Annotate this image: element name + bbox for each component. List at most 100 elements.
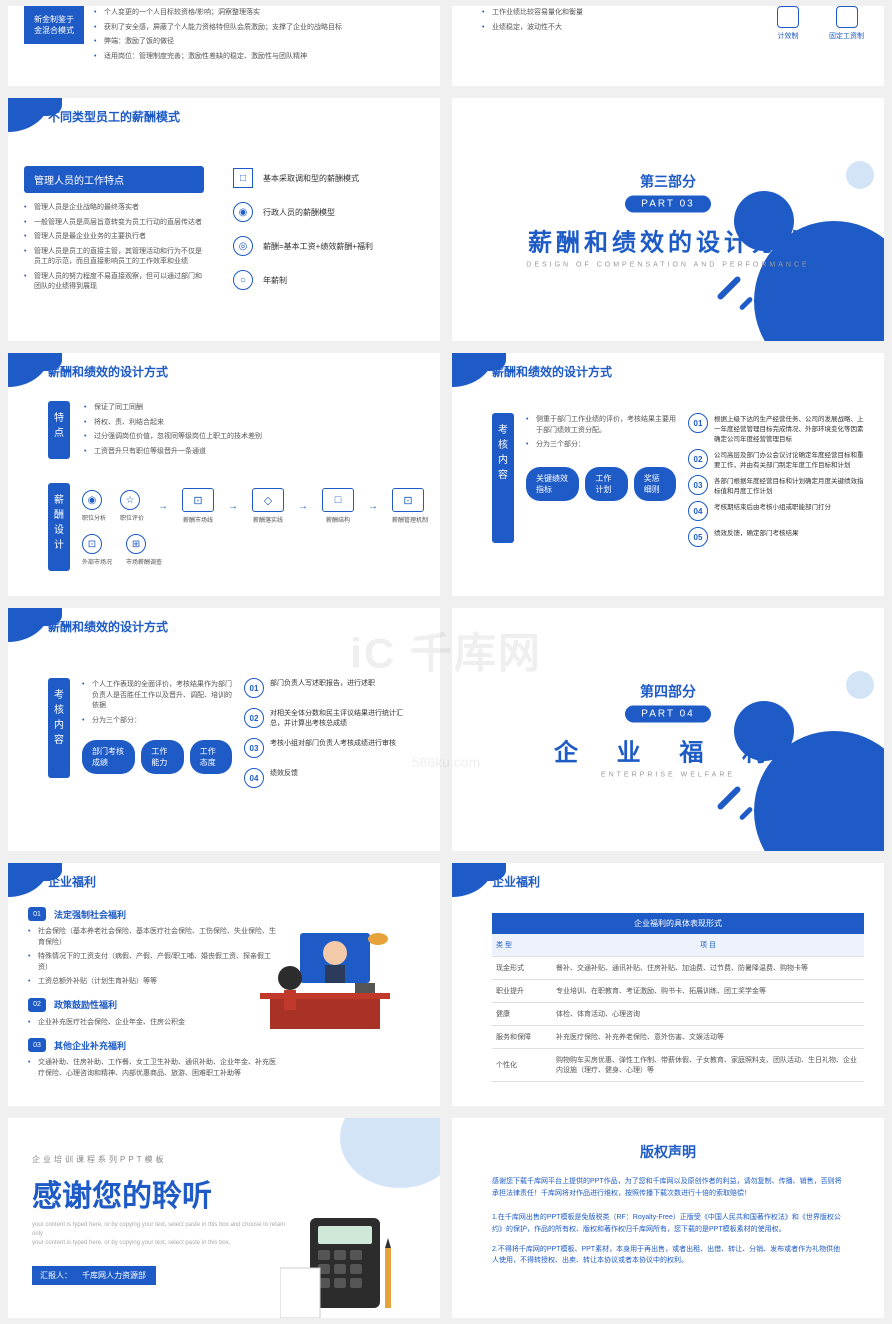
- eye-icon: ◉: [82, 490, 102, 510]
- slide-2b-part3: 第三部分 PART 03 薪酬和绩效的设计方式 DESIGN OF COMPEN…: [452, 98, 884, 341]
- s1b-bullet: 业绩稳定，波动性不大: [482, 21, 583, 36]
- s3b-pill: 奖惩细则: [634, 467, 676, 501]
- s1a-item: 适用岗位：管理制度完善；激励性差缺的稳定、激励性与团队精神: [94, 50, 430, 65]
- slide-6b-copyright: 版权声明 感谢您下载千库网平台上提供的PPT作品，为了您和千库网以及原创作者的利…: [452, 1118, 884, 1318]
- slide-2a: 不同类型员工的薪酬模式 管理人员的工作特点 管理人员是企业战略的最终落实者 一般…: [8, 98, 440, 341]
- num-03: 03: [688, 475, 708, 495]
- num-04: 04: [688, 501, 708, 521]
- badge-01: 01: [28, 907, 46, 921]
- slide-3b: 薪酬和绩效的设计方式 考核内容 侧重于部门工作业绩的评价，考核结果主要用于部门绩…: [452, 353, 884, 596]
- s3a-title: 薪酬和绩效的设计方式: [48, 363, 168, 380]
- s5a-item: 工资总额外补贴（计划生育补贴）等等: [28, 975, 278, 990]
- s3b-text: 分为三个部分：: [526, 438, 676, 453]
- s3a-vbar1: 特点: [48, 401, 70, 459]
- part3-pill: PART 03: [625, 195, 710, 212]
- badge-02: 02: [28, 998, 46, 1012]
- s2a-bar: 管理人员的工作特点: [24, 166, 204, 193]
- num-03: 03: [244, 738, 264, 758]
- s3a-item: 保证了同工同酬: [84, 401, 262, 416]
- presenter-label: 汇报人：: [32, 1266, 80, 1285]
- slide-5a: 企业福利 01法定强制社会福利 社会保险（基本养老社会保险、基本医疗社会保险、工…: [8, 863, 440, 1106]
- s1a-item: 弊端：激励了饭的做径: [94, 35, 430, 50]
- s5a-item: 交通补助、住房补助、工作餐、女工卫生补助、通讯补助、企业年金、补充医疗保险、心理…: [28, 1056, 278, 1081]
- s3b-title: 薪酬和绩效的设计方式: [492, 363, 612, 380]
- calculator-illustration: [280, 1208, 430, 1318]
- copyright-p3: 2.不得将千库网的PPT模板、PPT素材，本身用于再出售，或者出租、出借、转让、…: [492, 1244, 844, 1268]
- s5a-title: 企业福利: [48, 873, 96, 890]
- slide-5b: 企业福利 企业福利的具体表现形式 类 型项 目 现金形式餐补、交通补贴、通讯补贴…: [452, 863, 884, 1106]
- grid-icon: □: [233, 168, 253, 188]
- slide-6a-thanks: 企业培训课程系列PPT模板 感谢您的聆听 your content is typ…: [8, 1118, 440, 1318]
- s2a-row: 年薪制: [263, 275, 287, 286]
- num-02: 02: [688, 449, 708, 469]
- s3b-pill: 关键绩效指标: [526, 467, 579, 501]
- s1a-item: 个人变更的一个人目标较资格/影响；洞察整理落实: [94, 6, 430, 21]
- copyright-p1: 感谢您下载千库网平台上提供的PPT作品，为了您和千库网以及原创作者的利益，请勿复…: [492, 1176, 844, 1200]
- s4a-title: 薪酬和绩效的设计方式: [48, 618, 168, 635]
- part4-pill: PART 04: [625, 705, 710, 722]
- part3-sub: DESIGN OF COMPENSATION AND PERFORMANCE: [452, 261, 884, 268]
- part4-label: 第四部分: [452, 681, 884, 701]
- copyright-title: 版权声明: [492, 1142, 844, 1162]
- badge-03: 03: [28, 1038, 46, 1052]
- s2a-item: 管理人员的努力程度不易直接观察，但可以通过部门和团队的业绩得到展现: [24, 270, 204, 295]
- s3a-item: 将权、责、利结合起来: [84, 416, 262, 431]
- grid-icon: ⊞: [126, 534, 146, 554]
- s3a-item: 工资晋升只有职位等级晋升一条通道: [84, 445, 262, 460]
- s1a-box: 新金制鉴于 金混合模式: [24, 6, 84, 44]
- slide-1b: 工作业绩比较容易量化和衡量 业绩稳定，波动性不大 计效制 固定工资制: [452, 6, 884, 86]
- num-02: 02: [244, 708, 264, 728]
- thanks-title: 感谢您的聆听: [32, 1171, 292, 1215]
- s4a-text: 分为三个部分：: [82, 714, 232, 729]
- s1a-list: 个人变更的一个人目标较资格/影响；洞察整理落实 获利了安全感，屏蔽了个人能力资格…: [94, 6, 430, 64]
- s6a-over: 企业培训课程系列PPT模板: [32, 1154, 292, 1165]
- s2a-item: 管理人员是最企业业务的主要执行者: [24, 230, 204, 245]
- s3b-text: 侧重于部门工作业绩的评价，考核结果主要用于部门绩效工资分配。: [526, 413, 676, 438]
- s5b-title: 企业福利: [492, 873, 540, 890]
- s2a-row: 行政人员的薪酬模型: [263, 207, 335, 218]
- meeting-illustration: [260, 923, 420, 1043]
- s1b-icons: 计效制 固定工资制: [777, 6, 864, 41]
- copyright-p2: 1.在千库网出售的PPT模板是免版税类（RF：Royalty-Free）正版受《…: [492, 1212, 844, 1236]
- part4-sub: ENTERPRISE WELFARE: [452, 771, 884, 778]
- flow-icon: ⊡: [392, 488, 424, 512]
- s5a-item: 社会保险（基本养老社会保险、基本医疗社会保险、工伤保险、失业保险、生育保险）: [28, 925, 278, 950]
- part4-title: 企 业 福 利: [452, 732, 884, 767]
- s4a-pill: 工作态度: [190, 740, 232, 774]
- s3b-vbar: 考核内容: [492, 413, 514, 543]
- s3a-item: 过分强调岗位价值，忽视同等级岗位上职工的技术差别: [84, 430, 262, 445]
- num-04: 04: [244, 768, 264, 788]
- chart-icon: ⊡: [82, 534, 102, 554]
- money-icon: [836, 6, 858, 28]
- flow-icon: ⊡: [182, 488, 214, 512]
- flow-icon: □: [322, 488, 354, 512]
- s3b-pill: 工作计划: [585, 467, 627, 501]
- clock-icon: [777, 6, 799, 28]
- num-01: 01: [688, 413, 708, 433]
- s4a-vbar: 考核内容: [48, 678, 70, 778]
- s5a-item: 特殊情况下的工资支付（病假、产假、产假/职工哺、婚丧假工资、探亲假工资）: [28, 950, 278, 975]
- s2a-title: 不同类型员工的薪酬模式: [48, 108, 180, 125]
- benefits-table: 企业福利的具体表现形式 类 型项 目 现金形式餐补、交通补贴、通讯补贴、住房补贴…: [492, 913, 864, 1082]
- num-01: 01: [244, 678, 264, 698]
- s2a-row: 基本采取调和型的薪酬模式: [263, 173, 359, 184]
- s4a-pill: 部门考核成绩: [82, 740, 135, 774]
- slide-4b-part4: 第四部分 PART 04 企 业 福 利 ENTERPRISE WELFARE: [452, 608, 884, 851]
- part3-label: 第三部分: [452, 171, 884, 191]
- slide-3a: 薪酬和绩效的设计方式 特点 保证了同工同酬 将权、责、利结合起来 过分强调岗位价…: [8, 353, 440, 596]
- s4a-pill: 工作能力: [141, 740, 183, 774]
- presenter-name: 千库网人力资源部: [80, 1266, 156, 1285]
- slide-4a: 薪酬和绩效的设计方式 考核内容 个人工作表现的全面评价，考核结果作为部门负责人是…: [8, 608, 440, 851]
- s2a-item: 一般管理人员是高层旨意转变为员工行动的直层传达者: [24, 216, 204, 231]
- circle-icon: ○: [233, 270, 253, 290]
- thanks-sub: your content is typed here, or by copyin…: [32, 1221, 292, 1248]
- flow-icon: ◇: [252, 488, 284, 512]
- s1a-item: 获利了安全感，屏蔽了个人能力资格特但队会质激励；支撑了企业的战略目标: [94, 21, 430, 36]
- star-icon: ☆: [120, 490, 140, 510]
- s5a-item: 企业补充医疗社会保险、企业年金、住房公积金: [28, 1016, 278, 1031]
- s3a-vbar2: 薪酬设计: [48, 483, 70, 571]
- s2a-row: 薪酬=基本工资+绩效薪酬+福利: [263, 241, 373, 252]
- rings-icon: ◎: [233, 236, 253, 256]
- s4a-text: 个人工作表现的全面评价，考核结果作为部门负责人是否胜任工作以及晋升、调配、培训的…: [82, 678, 232, 714]
- s2a-item: 管理人员是员工的直接主管，其管理活动和行为不仅是员工的示范，而且直接影响员工的工…: [24, 245, 204, 270]
